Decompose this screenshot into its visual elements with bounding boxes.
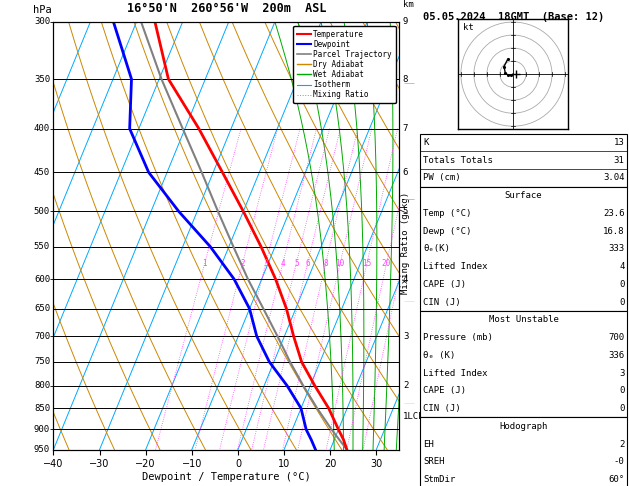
Text: 2: 2 (240, 259, 245, 268)
Text: 5: 5 (294, 259, 299, 268)
Text: CAPE (J): CAPE (J) (423, 386, 466, 396)
Text: 13: 13 (614, 138, 625, 147)
Text: 20: 20 (382, 259, 391, 268)
Text: 60°: 60° (608, 475, 625, 484)
Text: 350: 350 (34, 74, 50, 84)
Text: 500: 500 (34, 207, 50, 216)
Text: 550: 550 (34, 242, 50, 251)
Text: EH: EH (423, 439, 434, 449)
Text: 10: 10 (335, 259, 345, 268)
Text: 450: 450 (34, 168, 50, 177)
Text: 4: 4 (403, 275, 408, 283)
Text: © weatheronline.co.uk: © weatheronline.co.uk (471, 474, 576, 484)
Text: Lifted Index: Lifted Index (423, 368, 488, 378)
Text: K: K (423, 138, 429, 147)
Text: 0: 0 (619, 404, 625, 413)
Text: 1: 1 (203, 259, 207, 268)
Text: 700: 700 (608, 333, 625, 342)
Text: θₑ (K): θₑ (K) (423, 351, 455, 360)
Text: 0: 0 (619, 386, 625, 396)
Text: 300: 300 (34, 17, 50, 26)
Text: CIN (J): CIN (J) (423, 297, 461, 307)
Text: kt: kt (463, 23, 474, 32)
Text: 3: 3 (264, 259, 268, 268)
Text: —: — (403, 296, 415, 306)
Text: 0: 0 (619, 297, 625, 307)
Text: Surface: Surface (505, 191, 542, 200)
Text: 900: 900 (34, 425, 50, 434)
Text: 4: 4 (281, 259, 285, 268)
Text: Pressure (mb): Pressure (mb) (423, 333, 493, 342)
Text: 31: 31 (614, 156, 625, 165)
Text: —: — (403, 399, 415, 408)
Text: 650: 650 (34, 304, 50, 313)
Text: -0: -0 (614, 457, 625, 467)
Text: Hodograph: Hodograph (499, 422, 548, 431)
Text: SREH: SREH (423, 457, 445, 467)
Text: 4: 4 (619, 262, 625, 271)
Text: —: — (403, 194, 415, 204)
Text: 3: 3 (619, 368, 625, 378)
Text: Mixing Ratio (g/kg): Mixing Ratio (g/kg) (401, 192, 410, 294)
Text: 23.6: 23.6 (603, 209, 625, 218)
Text: StmDir: StmDir (423, 475, 455, 484)
Text: 15: 15 (362, 259, 372, 268)
Legend: Temperature, Dewpoint, Parcel Trajectory, Dry Adiabat, Wet Adiabat, Isotherm, Mi: Temperature, Dewpoint, Parcel Trajectory… (293, 26, 396, 103)
Text: 2: 2 (403, 382, 408, 390)
Text: 333: 333 (608, 244, 625, 254)
X-axis label: Dewpoint / Temperature (°C): Dewpoint / Temperature (°C) (142, 472, 311, 482)
Text: —: — (403, 78, 415, 87)
Text: km: km (403, 0, 414, 9)
Text: 6: 6 (305, 259, 310, 268)
Text: 2: 2 (619, 439, 625, 449)
Text: Temp (°C): Temp (°C) (423, 209, 472, 218)
Text: 950: 950 (34, 445, 50, 454)
Text: 6: 6 (403, 168, 408, 177)
Text: 9: 9 (403, 17, 408, 26)
Text: 750: 750 (34, 357, 50, 366)
Text: 0: 0 (619, 280, 625, 289)
Text: 3.04: 3.04 (603, 174, 625, 183)
Text: 3: 3 (403, 332, 408, 341)
Text: 05.05.2024  18GMT  (Base: 12): 05.05.2024 18GMT (Base: 12) (423, 12, 604, 22)
Text: 700: 700 (34, 332, 50, 341)
Text: Dewp (°C): Dewp (°C) (423, 226, 472, 236)
Text: 600: 600 (34, 275, 50, 283)
Text: CIN (J): CIN (J) (423, 404, 461, 413)
Text: 7: 7 (403, 124, 408, 133)
Text: 8: 8 (323, 259, 328, 268)
Text: 336: 336 (608, 351, 625, 360)
Text: 850: 850 (34, 404, 50, 413)
Text: Most Unstable: Most Unstable (489, 315, 559, 325)
Text: PW (cm): PW (cm) (423, 174, 461, 183)
Text: Lifted Index: Lifted Index (423, 262, 488, 271)
Text: Totals Totals: Totals Totals (423, 156, 493, 165)
Text: CAPE (J): CAPE (J) (423, 280, 466, 289)
Text: 5: 5 (403, 207, 408, 216)
Text: 800: 800 (34, 382, 50, 390)
Text: θₑ(K): θₑ(K) (423, 244, 450, 254)
Text: 16°50'N  260°56'W  200m  ASL: 16°50'N 260°56'W 200m ASL (126, 2, 326, 16)
Text: 16.8: 16.8 (603, 226, 625, 236)
Text: 400: 400 (34, 124, 50, 133)
Text: 1LCL: 1LCL (403, 413, 425, 421)
Text: 8: 8 (403, 74, 408, 84)
Text: hPa: hPa (33, 5, 52, 16)
